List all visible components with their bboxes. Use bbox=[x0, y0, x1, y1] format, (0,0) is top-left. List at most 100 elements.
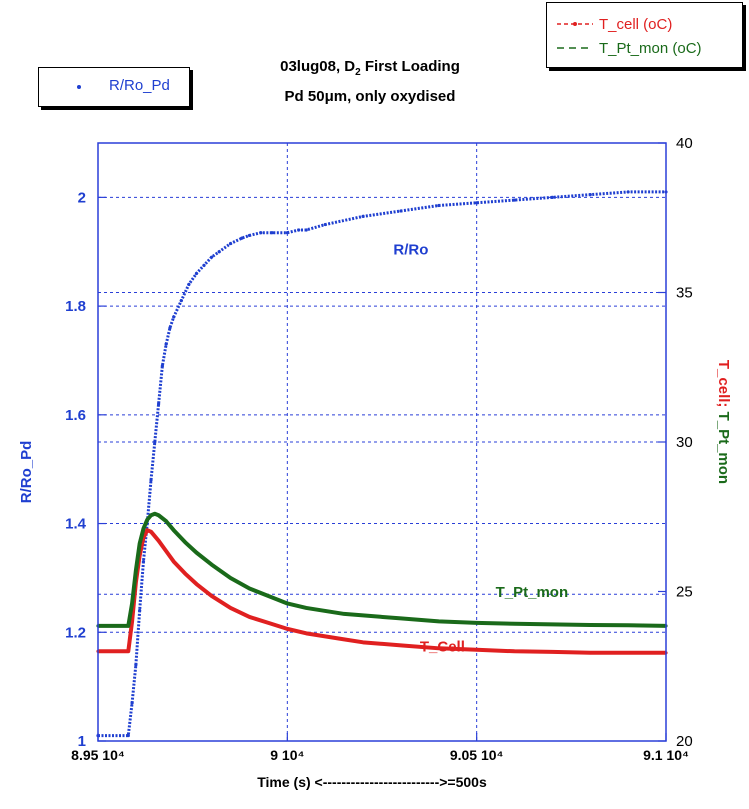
data-point-t-cell-oc bbox=[210, 594, 214, 598]
data-point-t-cell-oc bbox=[266, 621, 270, 625]
data-point-t-cell-oc bbox=[342, 637, 346, 641]
data-point-r-ro-pd bbox=[134, 663, 138, 667]
chart-title-line2: Pd 50μm, only oxydised bbox=[284, 88, 456, 105]
data-point-t-cell-oc bbox=[588, 651, 592, 655]
data-point-r-ro-pd bbox=[153, 440, 157, 444]
legend-label-t-pt-mon: T_Pt_mon (oC) bbox=[599, 40, 702, 57]
legend-right: T_cell (oC) T_Pt_mon (oC) bbox=[546, 2, 743, 68]
data-point-r-ro-pd bbox=[130, 701, 134, 705]
data-point-t-cell-oc bbox=[247, 615, 252, 619]
data-point-t-pt-mon-oc bbox=[512, 622, 517, 626]
data-point-t-pt-mon-oc bbox=[304, 606, 308, 610]
data-point-r-ro-pd bbox=[149, 478, 153, 482]
data-point-r-ro-pd bbox=[297, 228, 301, 232]
data-point-t-pt-mon-oc bbox=[247, 586, 252, 591]
y-left-tick-label: 1.2 bbox=[65, 624, 86, 641]
data-point-r-ro-pd bbox=[168, 326, 172, 330]
legend-marker-t-pt-mon bbox=[557, 47, 593, 49]
data-point-t-cell-oc bbox=[130, 619, 134, 624]
data-point-r-ro-pd bbox=[210, 255, 214, 259]
data-point-t-cell-oc bbox=[323, 634, 327, 638]
x-tick-label: 9.05 10⁴ bbox=[450, 747, 504, 763]
data-point-r-ro-pd bbox=[399, 209, 403, 213]
data-point-t-cell-oc bbox=[156, 539, 161, 543]
data-point-r-ro-pd bbox=[172, 315, 176, 319]
data-point-t-pt-mon-oc bbox=[437, 619, 441, 624]
data-point-t-cell-oc bbox=[228, 606, 233, 610]
data-point-t-pt-mon-oc bbox=[361, 613, 365, 618]
annotation-t-pt-mon: T_Pt_mon bbox=[496, 584, 569, 601]
legend-marker-t-cell bbox=[557, 22, 593, 26]
data-point-r-ro-pd bbox=[550, 195, 555, 199]
data-point-r-ro-pd bbox=[217, 250, 221, 254]
data-point-t-cell-oc bbox=[550, 650, 555, 654]
y-right-tick-label: 30 bbox=[676, 434, 693, 451]
data-point-t-pt-mon-oc bbox=[126, 624, 130, 628]
data-point-r-ro-pd bbox=[361, 214, 365, 218]
data-point-t-cell-oc bbox=[126, 649, 130, 653]
data-point-r-ro-pd bbox=[194, 271, 199, 276]
y-left-tick-label: 1.4 bbox=[65, 516, 87, 533]
data-point-t-pt-mon-oc bbox=[156, 513, 161, 517]
data-point-t-pt-mon-oc bbox=[130, 601, 134, 606]
data-point-t-pt-mon-oc bbox=[342, 612, 346, 616]
data-point-t-cell-oc bbox=[361, 640, 365, 644]
legend-label-t-cell: T_cell (oC) bbox=[599, 16, 673, 33]
data-point-t-pt-mon-oc bbox=[626, 623, 630, 627]
data-point-r-ro-pd bbox=[304, 228, 308, 232]
data-point-t-pt-mon-oc bbox=[149, 513, 153, 517]
legend-label-r-ro: R/Ro_Pd bbox=[109, 77, 170, 94]
data-point-r-ro-pd bbox=[156, 402, 161, 406]
data-point-r-ro-pd bbox=[187, 282, 191, 286]
data-point-r-ro-pd bbox=[138, 608, 142, 613]
data-point-t-cell-oc bbox=[145, 528, 149, 532]
data-point-t-pt-mon-oc bbox=[194, 551, 199, 555]
data-point-t-cell-oc bbox=[149, 530, 153, 534]
data-point-t-cell-oc bbox=[183, 571, 187, 576]
data-point-t-pt-mon-oc bbox=[323, 609, 327, 613]
data-point-t-pt-mon-oc bbox=[164, 519, 168, 523]
y-left-tick-label: 1 bbox=[78, 733, 86, 750]
data-point-r-ro-pd bbox=[512, 198, 517, 202]
data-point-t-cell-oc bbox=[304, 631, 308, 635]
x-tick-label: 8.95 10⁴ bbox=[71, 747, 125, 763]
data-point-t-pt-mon-oc bbox=[141, 527, 146, 531]
data-point-t-cell-oc bbox=[172, 560, 176, 564]
data-point-t-cell-oc bbox=[399, 643, 403, 647]
data-point-r-ro-pd bbox=[228, 241, 233, 246]
data-point-r-ro-pd bbox=[202, 263, 206, 267]
data-point-t-pt-mon-oc bbox=[228, 576, 233, 580]
data-point-r-ro-pd bbox=[179, 299, 183, 303]
data-point-r-ro-pd bbox=[626, 190, 630, 194]
y-left-axis-label: R/Ro_Pd bbox=[18, 441, 35, 504]
data-point-t-pt-mon-oc bbox=[134, 568, 138, 573]
data-point-t-pt-mon-oc bbox=[399, 616, 403, 621]
y-right-tick-label: 40 bbox=[676, 135, 693, 152]
y-left-tick-label: 1.6 bbox=[65, 407, 86, 424]
y-left-tick-label: 1.8 bbox=[65, 298, 86, 315]
data-point-t-pt-mon-oc bbox=[153, 512, 157, 516]
annotation-t-cell: T_Cell bbox=[420, 638, 465, 655]
data-point-r-ro-pd bbox=[259, 231, 263, 235]
data-point-r-ro-pd bbox=[240, 236, 244, 240]
data-point-r-ro-pd bbox=[437, 203, 441, 208]
y-right-axis-label: T_cell; T_Pt_mon bbox=[715, 360, 732, 484]
y-right-tick-label: 25 bbox=[676, 584, 693, 601]
x-tick-label: 9 10⁴ bbox=[270, 747, 304, 763]
data-point-r-ro-pd bbox=[475, 201, 479, 205]
data-point-t-cell-oc bbox=[285, 627, 289, 631]
data-point-r-ro-pd bbox=[160, 364, 164, 368]
data-point-t-pt-mon-oc bbox=[285, 601, 289, 606]
data-point-t-pt-mon-oc bbox=[210, 562, 214, 567]
data-point-t-pt-mon-oc bbox=[266, 594, 270, 598]
series-t-cell-oc bbox=[98, 528, 666, 655]
data-point-r-ro-pd bbox=[126, 733, 130, 738]
data-point-t-pt-mon-oc bbox=[550, 622, 555, 626]
chart-title-line1: 03lug08, D2 First Loading bbox=[280, 58, 460, 78]
data-point-r-ro-pd bbox=[323, 222, 327, 227]
data-point-r-ro-pd bbox=[270, 231, 274, 235]
data-point-t-cell-oc bbox=[437, 646, 441, 650]
data-point-t-pt-mon-oc bbox=[145, 518, 149, 522]
data-point-r-ro-pd bbox=[141, 560, 146, 564]
